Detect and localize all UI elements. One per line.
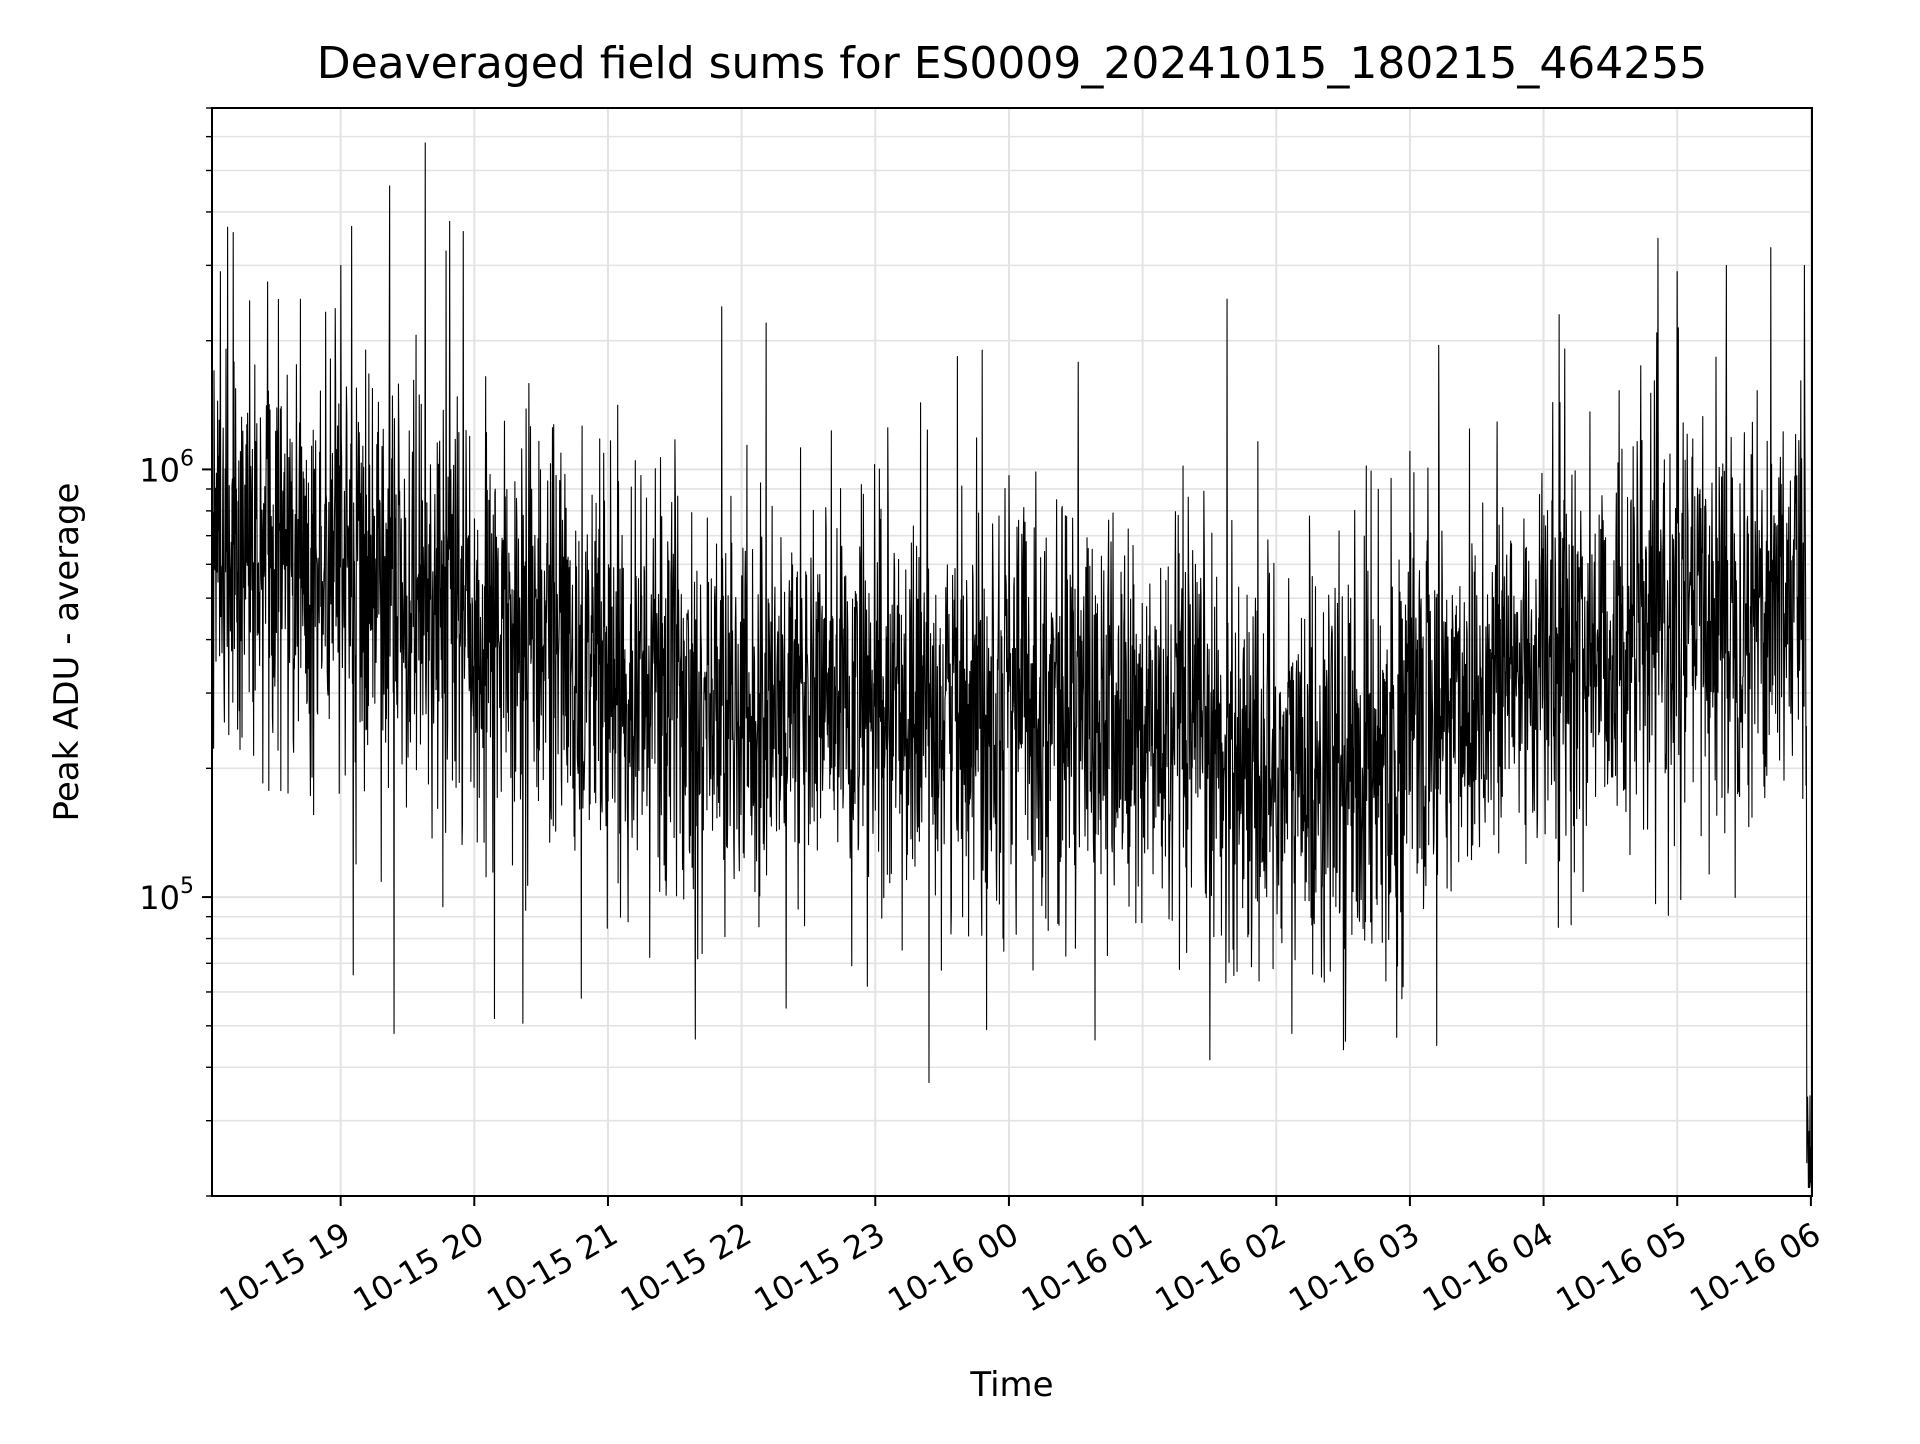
y-tick-base: 10	[139, 879, 180, 917]
y-axis-label: Peak ADU - average	[47, 483, 87, 822]
y-tick-label: 106	[139, 446, 194, 489]
plot-area-frame	[211, 107, 1813, 1197]
chart-title: Deaveraged field sums for ES0009_2024101…	[317, 38, 1708, 89]
y-tick-label: 105	[139, 874, 194, 917]
y-tick-exponent: 5	[180, 874, 194, 899]
x-axis-label: Time	[969, 1365, 1053, 1405]
series-line	[211, 142, 1813, 1188]
y-tick-base: 10	[139, 451, 180, 489]
y-tick-exponent: 6	[180, 446, 194, 471]
line-layer	[211, 142, 1813, 1188]
